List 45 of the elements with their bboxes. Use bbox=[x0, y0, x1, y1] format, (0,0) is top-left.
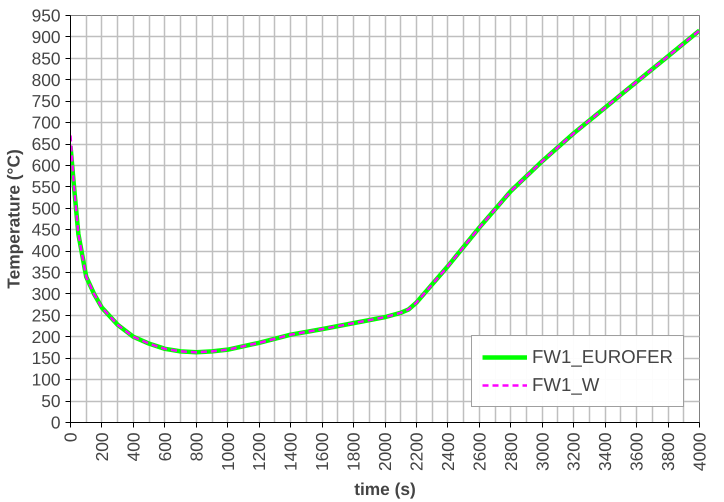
x-tick-label: 1400 bbox=[280, 432, 301, 472]
y-tick-label: 600 bbox=[32, 155, 61, 176]
x-tick-label: 3000 bbox=[532, 432, 552, 472]
x-tick-label: 3800 bbox=[658, 432, 678, 472]
x-axis-title: time (s) bbox=[354, 479, 416, 500]
y-tick-label: 100 bbox=[32, 370, 61, 390]
y-tick-label: 450 bbox=[32, 220, 61, 240]
y-tick-label: 700 bbox=[32, 112, 61, 133]
x-tick-label: 0 bbox=[60, 432, 80, 442]
y-tick-label: 800 bbox=[32, 70, 61, 90]
y-tick-label: 550 bbox=[32, 176, 61, 197]
x-tick-label: 1800 bbox=[344, 432, 364, 472]
y-tick-label: 950 bbox=[32, 6, 61, 26]
y-tick-label: 200 bbox=[32, 326, 61, 347]
x-tick-label: 600 bbox=[154, 432, 175, 462]
legend-label: FW1_W bbox=[532, 374, 600, 396]
x-tick-label: 1000 bbox=[218, 432, 238, 472]
x-tick-label: 3600 bbox=[626, 432, 647, 472]
y-tick-label: 850 bbox=[32, 48, 61, 68]
y-tick-label: 750 bbox=[32, 91, 61, 112]
y-tick-label: 400 bbox=[32, 241, 61, 262]
y-tick-label: 300 bbox=[32, 284, 61, 304]
x-tick-label: 2400 bbox=[438, 432, 458, 472]
y-tick-label: 650 bbox=[32, 134, 61, 154]
x-tick-label: 2000 bbox=[375, 432, 395, 472]
x-tick-label: 2200 bbox=[406, 432, 426, 472]
x-tick-label: 4000 bbox=[690, 432, 710, 472]
y-tick-label: 50 bbox=[41, 391, 61, 412]
y-tick-label: 150 bbox=[32, 348, 61, 368]
y-tick-label: 900 bbox=[32, 26, 61, 47]
y-tick-label: 250 bbox=[32, 305, 61, 326]
x-tick-label: 3400 bbox=[595, 432, 616, 472]
x-tick-label: 2800 bbox=[500, 432, 521, 472]
x-tick-label: 1600 bbox=[312, 432, 332, 472]
x-tick-label: 400 bbox=[123, 432, 144, 462]
x-tick-label: 3200 bbox=[564, 432, 584, 472]
x-tick-label: 1200 bbox=[249, 432, 270, 472]
y-tick-label: 0 bbox=[50, 412, 61, 432]
x-tick-label: 2600 bbox=[469, 432, 490, 472]
y-axis-title: Temperature (°C) bbox=[4, 149, 24, 289]
y-tick-label: 500 bbox=[32, 198, 61, 218]
x-tick-label: 200 bbox=[92, 432, 112, 462]
x-tick-label: 800 bbox=[186, 432, 206, 462]
legend-label: FW1_EUROFER bbox=[532, 346, 673, 368]
y-tick-label: 350 bbox=[32, 262, 61, 283]
